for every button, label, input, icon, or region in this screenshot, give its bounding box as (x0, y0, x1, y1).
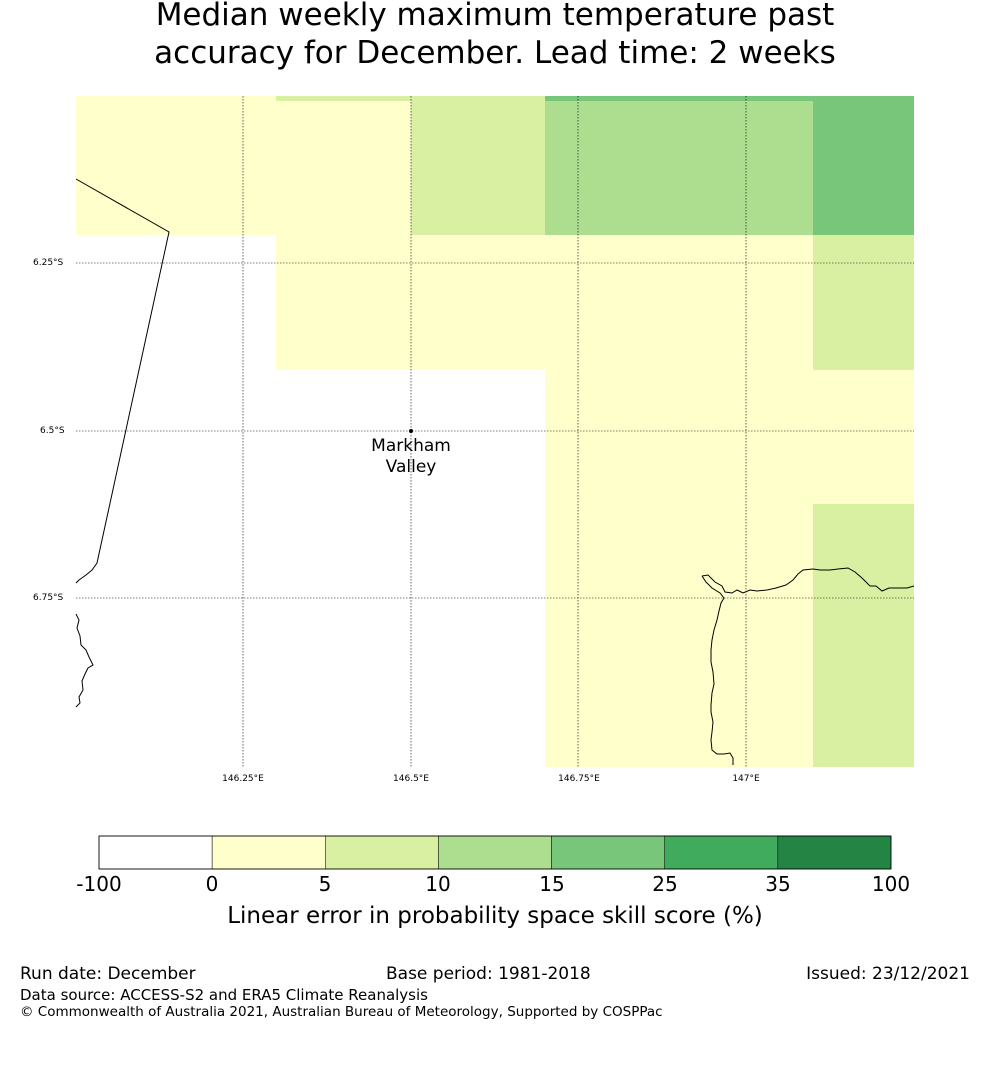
colorbar-tick: 0 (205, 872, 219, 896)
colorbar-swatch (551, 835, 665, 870)
grid-cell (276, 101, 411, 235)
grid-cell (76, 96, 276, 235)
grid-cell (813, 96, 914, 235)
lon-label-146-5: 146.5°E (393, 774, 429, 784)
issued-date: Issued: 23/12/2021 (806, 964, 970, 984)
lat-label-6-5: 6.5°S (40, 426, 65, 436)
colorbar-swatch (325, 835, 439, 870)
colorbar-tick: 25 (652, 872, 678, 896)
data-source: Data source: ACCESS-S2 and ERA5 Climate … (20, 986, 428, 1004)
lon-label-146-25: 146.25°E (222, 774, 264, 784)
copyright: © Commonwealth of Australia 2021, Austra… (20, 1004, 663, 1020)
colorbar-tick: 10 (425, 872, 451, 896)
colorbar (98, 835, 892, 870)
grid-cell (545, 96, 813, 101)
grid-cell (276, 96, 411, 101)
grid-cell (545, 101, 813, 235)
base-period: Base period: 1981-2018 (386, 964, 591, 984)
colorbar-swatch (98, 835, 213, 870)
grid-cell (813, 235, 914, 370)
colorbar-swatch (664, 835, 779, 870)
place-name-line-1: Markham (371, 436, 451, 456)
lat-label-6-25: 6.25°S (33, 258, 64, 268)
coastlines (75, 178, 915, 765)
run-date: Run date: December (20, 964, 196, 984)
colorbar-tick: 15 (539, 872, 565, 896)
colorbar-frame (98, 835, 892, 870)
colorbar-swatch (777, 835, 892, 870)
location-marker (409, 429, 413, 433)
title-line-1: Median weekly maximum temperature past (155, 0, 835, 33)
grid-cell (276, 235, 813, 370)
colorbar-tick: 5 (318, 872, 332, 896)
skill-map (75, 96, 915, 767)
lon-label-146-75: 146.75°E (558, 774, 600, 784)
colorbar-swatch (211, 835, 326, 870)
grid-cell (545, 370, 914, 504)
colorbar-tick: 35 (765, 872, 791, 896)
grid-cell (545, 504, 813, 767)
colorbar-swatch (438, 835, 552, 870)
lon-label-147: 147°E (732, 774, 760, 784)
lat-label-6-75: 6.75°S (33, 593, 64, 603)
graticule (76, 96, 914, 767)
colorbar-tick: -100 (76, 872, 122, 896)
title-line-2: accuracy for December. Lead time: 2 week… (154, 35, 836, 71)
place-name-line-2: Valley (385, 457, 437, 477)
colorbar-tick: 100 (871, 872, 911, 896)
grid-cell (411, 96, 545, 235)
grid-cell (813, 504, 914, 767)
chart-title: Median weekly maximum temperature past a… (0, 0, 990, 72)
place-label-markham-valley: Markham Valley (371, 436, 451, 478)
colorbar-label: Linear error in probability space skill … (227, 903, 763, 929)
